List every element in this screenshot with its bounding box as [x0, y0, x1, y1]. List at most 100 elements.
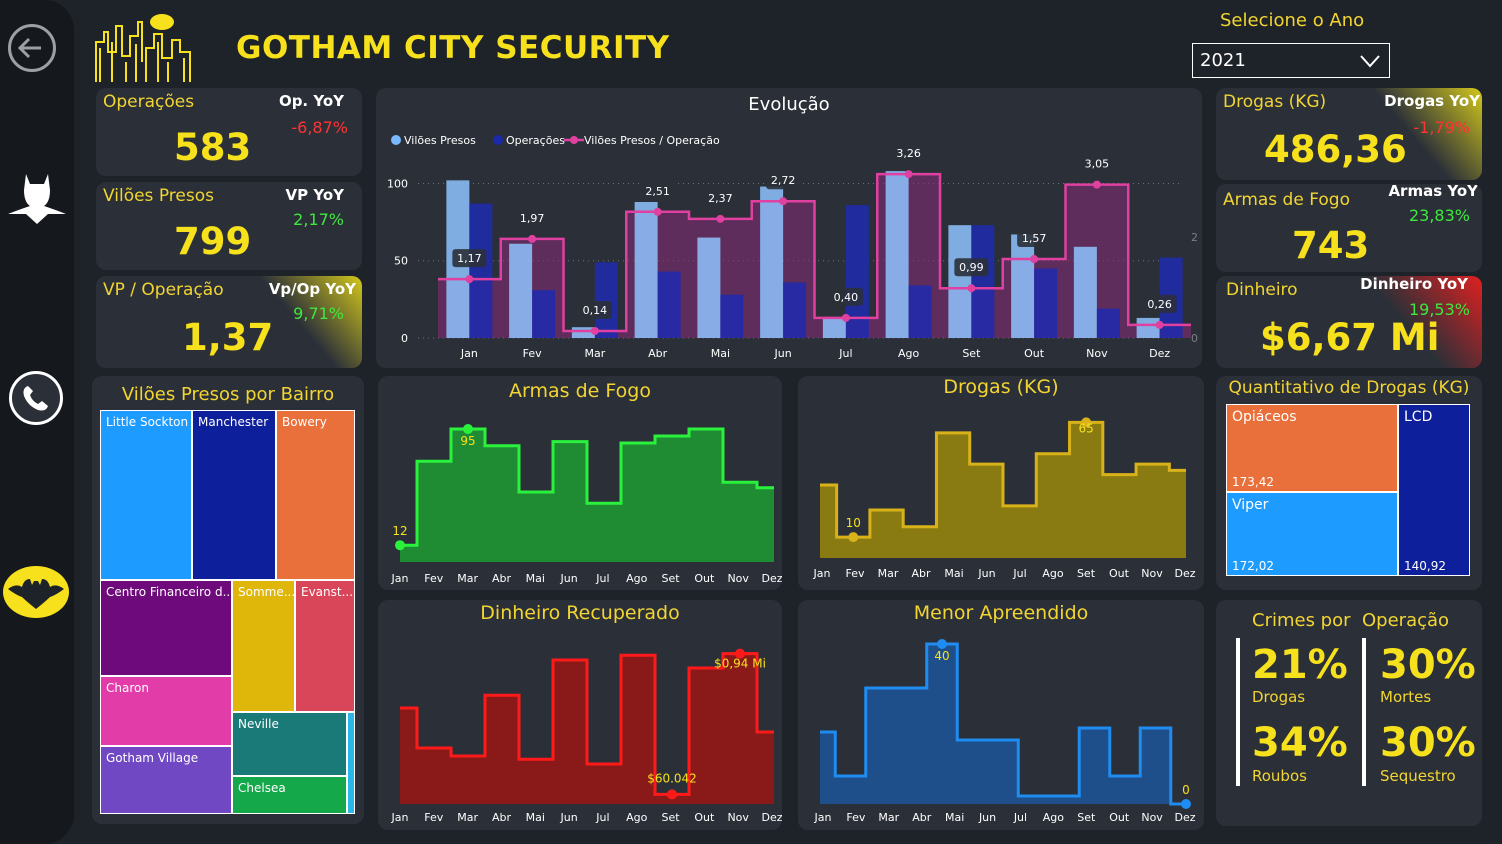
x-tick-label: Jul: [1013, 811, 1027, 824]
evolucao-chart-card: Evolução Vilões Presos Operações Vilões Pr…: [376, 88, 1202, 368]
dinheiro-chart-card: Dinheiro Recuperado $60.042 $0,94 Mi Jan Fe…: [378, 600, 782, 830]
ratio-point: [841, 313, 850, 322]
data-point: [848, 532, 859, 543]
kpi-vp-op-label: VP / Operação: [103, 280, 224, 300]
kpi-vp-operacao: VP / Operação 1,37 Vp/Op YoY 9,71%: [96, 276, 362, 368]
treemap-cell[interactable]: Somme...: [232, 580, 295, 712]
armas-chart-title: Armas de Fogo: [509, 380, 651, 402]
sidebar: [0, 0, 74, 844]
bar-operacoes: [594, 262, 618, 338]
quant-viper-label: Viper: [1232, 497, 1269, 513]
x-tick-label: Mar: [584, 347, 605, 360]
phone-icon[interactable]: [9, 371, 63, 425]
x-tick-label: Mai: [944, 567, 963, 580]
treemap-cell[interactable]: Centro Financeiro d...: [100, 580, 232, 676]
bar-operacoes: [657, 271, 681, 338]
treemap-cell[interactable]: Bowery: [276, 410, 355, 580]
ratio-point: [716, 214, 725, 223]
data-label: 40: [934, 649, 949, 663]
chevron-down-icon: [1360, 55, 1380, 68]
quant-opiaceos-label: Opiáceos: [1232, 409, 1297, 425]
data-label: 0: [1182, 783, 1190, 797]
x-tick-label: Nov: [727, 811, 749, 824]
quant-lcd-value: 140,92: [1404, 559, 1446, 573]
x-tick-label: Jul: [595, 572, 609, 585]
x-tick-label: Fev: [424, 572, 443, 585]
treemap-title: Vilões Presos por Bairro: [121, 384, 335, 405]
ratio-point: [653, 207, 662, 216]
area-line: [400, 427, 774, 547]
bar-viloes-presos: [509, 243, 533, 338]
x-tick-label: Dez: [1174, 811, 1195, 824]
treemap-cell[interactable]: Gotham Village: [100, 746, 232, 814]
data-point: [463, 424, 473, 434]
ratio-step-line: [438, 172, 1191, 333]
kpi-armas-yoy-value: 23,83%: [1408, 206, 1470, 225]
year-dropdown[interactable]: 2021: [1192, 43, 1390, 78]
treemap-cell[interactable]: Little Sockton: [100, 410, 192, 580]
kpi-armas-value: 743: [1292, 224, 1370, 267]
x-tick-label: Mai: [711, 347, 730, 360]
ratio-label-bg: [1017, 229, 1052, 248]
quant-viper[interactable]: Viper 172,02: [1226, 492, 1398, 576]
treemap-cell-small[interactable]: [347, 712, 355, 814]
treemap-cell[interactable]: Charon: [100, 676, 232, 746]
x-tick-label: Ago: [1043, 811, 1065, 824]
ratio-data-label: 0,40: [834, 291, 859, 304]
bar-operacoes: [1096, 308, 1120, 338]
treemap-cell[interactable]: Chelsea: [232, 776, 347, 814]
bat-logo-icon[interactable]: [2, 565, 70, 623]
bar-operacoes: [532, 290, 556, 338]
ratio-label-bg: [954, 258, 989, 277]
kpi-dinheiro-label: Dinheiro: [1226, 280, 1298, 300]
data-point: [1081, 417, 1092, 428]
kpi-operacoes-yoy-value: -6,87%: [291, 118, 348, 137]
crimes-roubos-pct: 34%: [1252, 720, 1348, 766]
x-tick-label: Jan: [814, 811, 832, 824]
x-tick-label: Jan: [391, 572, 409, 585]
bar-viloes-presos: [948, 225, 972, 338]
x-tick-label: Set: [662, 572, 681, 585]
ratio-point: [779, 197, 788, 206]
kpi-drogas-yoy-value: -1,79%: [1413, 118, 1470, 137]
x-tick-label: Dez: [1149, 347, 1170, 360]
legend-label: Vilões Presos / Operação: [584, 134, 720, 147]
x-tick-label: Set: [962, 347, 981, 360]
batman-bust-icon[interactable]: [4, 168, 70, 230]
drogas-chart-card: Drogas (KG) 10 65 Jan Fev Mar Abr Mai Jun Jul Ago…: [798, 376, 1204, 590]
quant-lcd[interactable]: LCD 140,92: [1398, 404, 1470, 576]
evolucao-chart: Vilões Presos Operações Vilões Presos / Op…: [387, 134, 1198, 360]
kpi-drogas-label: Drogas (KG): [1223, 92, 1327, 112]
treemap-cell[interactable]: Neville: [232, 712, 347, 776]
ratio-point: [1155, 320, 1164, 329]
area-line: [820, 420, 1186, 539]
bar-viloes-presos: [1073, 246, 1097, 338]
kpi-vp-op-yoy-value: 9,71%: [293, 304, 344, 323]
kpi-viloes-label: Vilões Presos: [103, 186, 214, 206]
x-tick-label: Mai: [526, 811, 545, 824]
bar-viloes-presos: [697, 237, 721, 338]
ratio-point: [528, 234, 537, 243]
crimes-roubos-label: Roubos: [1252, 767, 1307, 785]
back-arrow-icon[interactable]: [8, 24, 56, 72]
x-tick-label: Nov: [727, 572, 749, 585]
kpi-armas: Armas de Fogo 743 Armas YoY 23,83%: [1216, 184, 1482, 272]
x-tick-label: Mai: [526, 572, 545, 585]
x-tick-label: Mar: [878, 567, 899, 580]
armas-chart-card: Armas de Fogo 12 95 Jan Fev Mar Abr Mai Jun Jul A…: [378, 376, 782, 590]
treemap-cell[interactable]: Manchester: [192, 410, 276, 580]
y2-tick-label: 2: [1191, 231, 1198, 244]
x-tick-label: Mar: [457, 572, 478, 585]
treemap-cell[interactable]: Evanst...: [295, 580, 355, 712]
ratio-point: [904, 170, 913, 179]
x-tick-label: Ago: [898, 347, 920, 360]
ratio-point: [1030, 255, 1039, 264]
quant-drogas-title: Quantitativo de Drogas (KG): [1228, 378, 1470, 398]
year-value: 2021: [1200, 50, 1246, 71]
data-label: 10: [846, 516, 861, 530]
bar-viloes-presos: [760, 186, 784, 338]
x-tick-label: Dez: [1174, 567, 1195, 580]
kpi-dinheiro-value: $6,67 Mi: [1260, 316, 1440, 359]
quant-opiaceos[interactable]: Opiáceos 173,42: [1226, 404, 1398, 492]
kpi-vp-op-yoy-label: Vp/Op YoY: [268, 280, 356, 298]
